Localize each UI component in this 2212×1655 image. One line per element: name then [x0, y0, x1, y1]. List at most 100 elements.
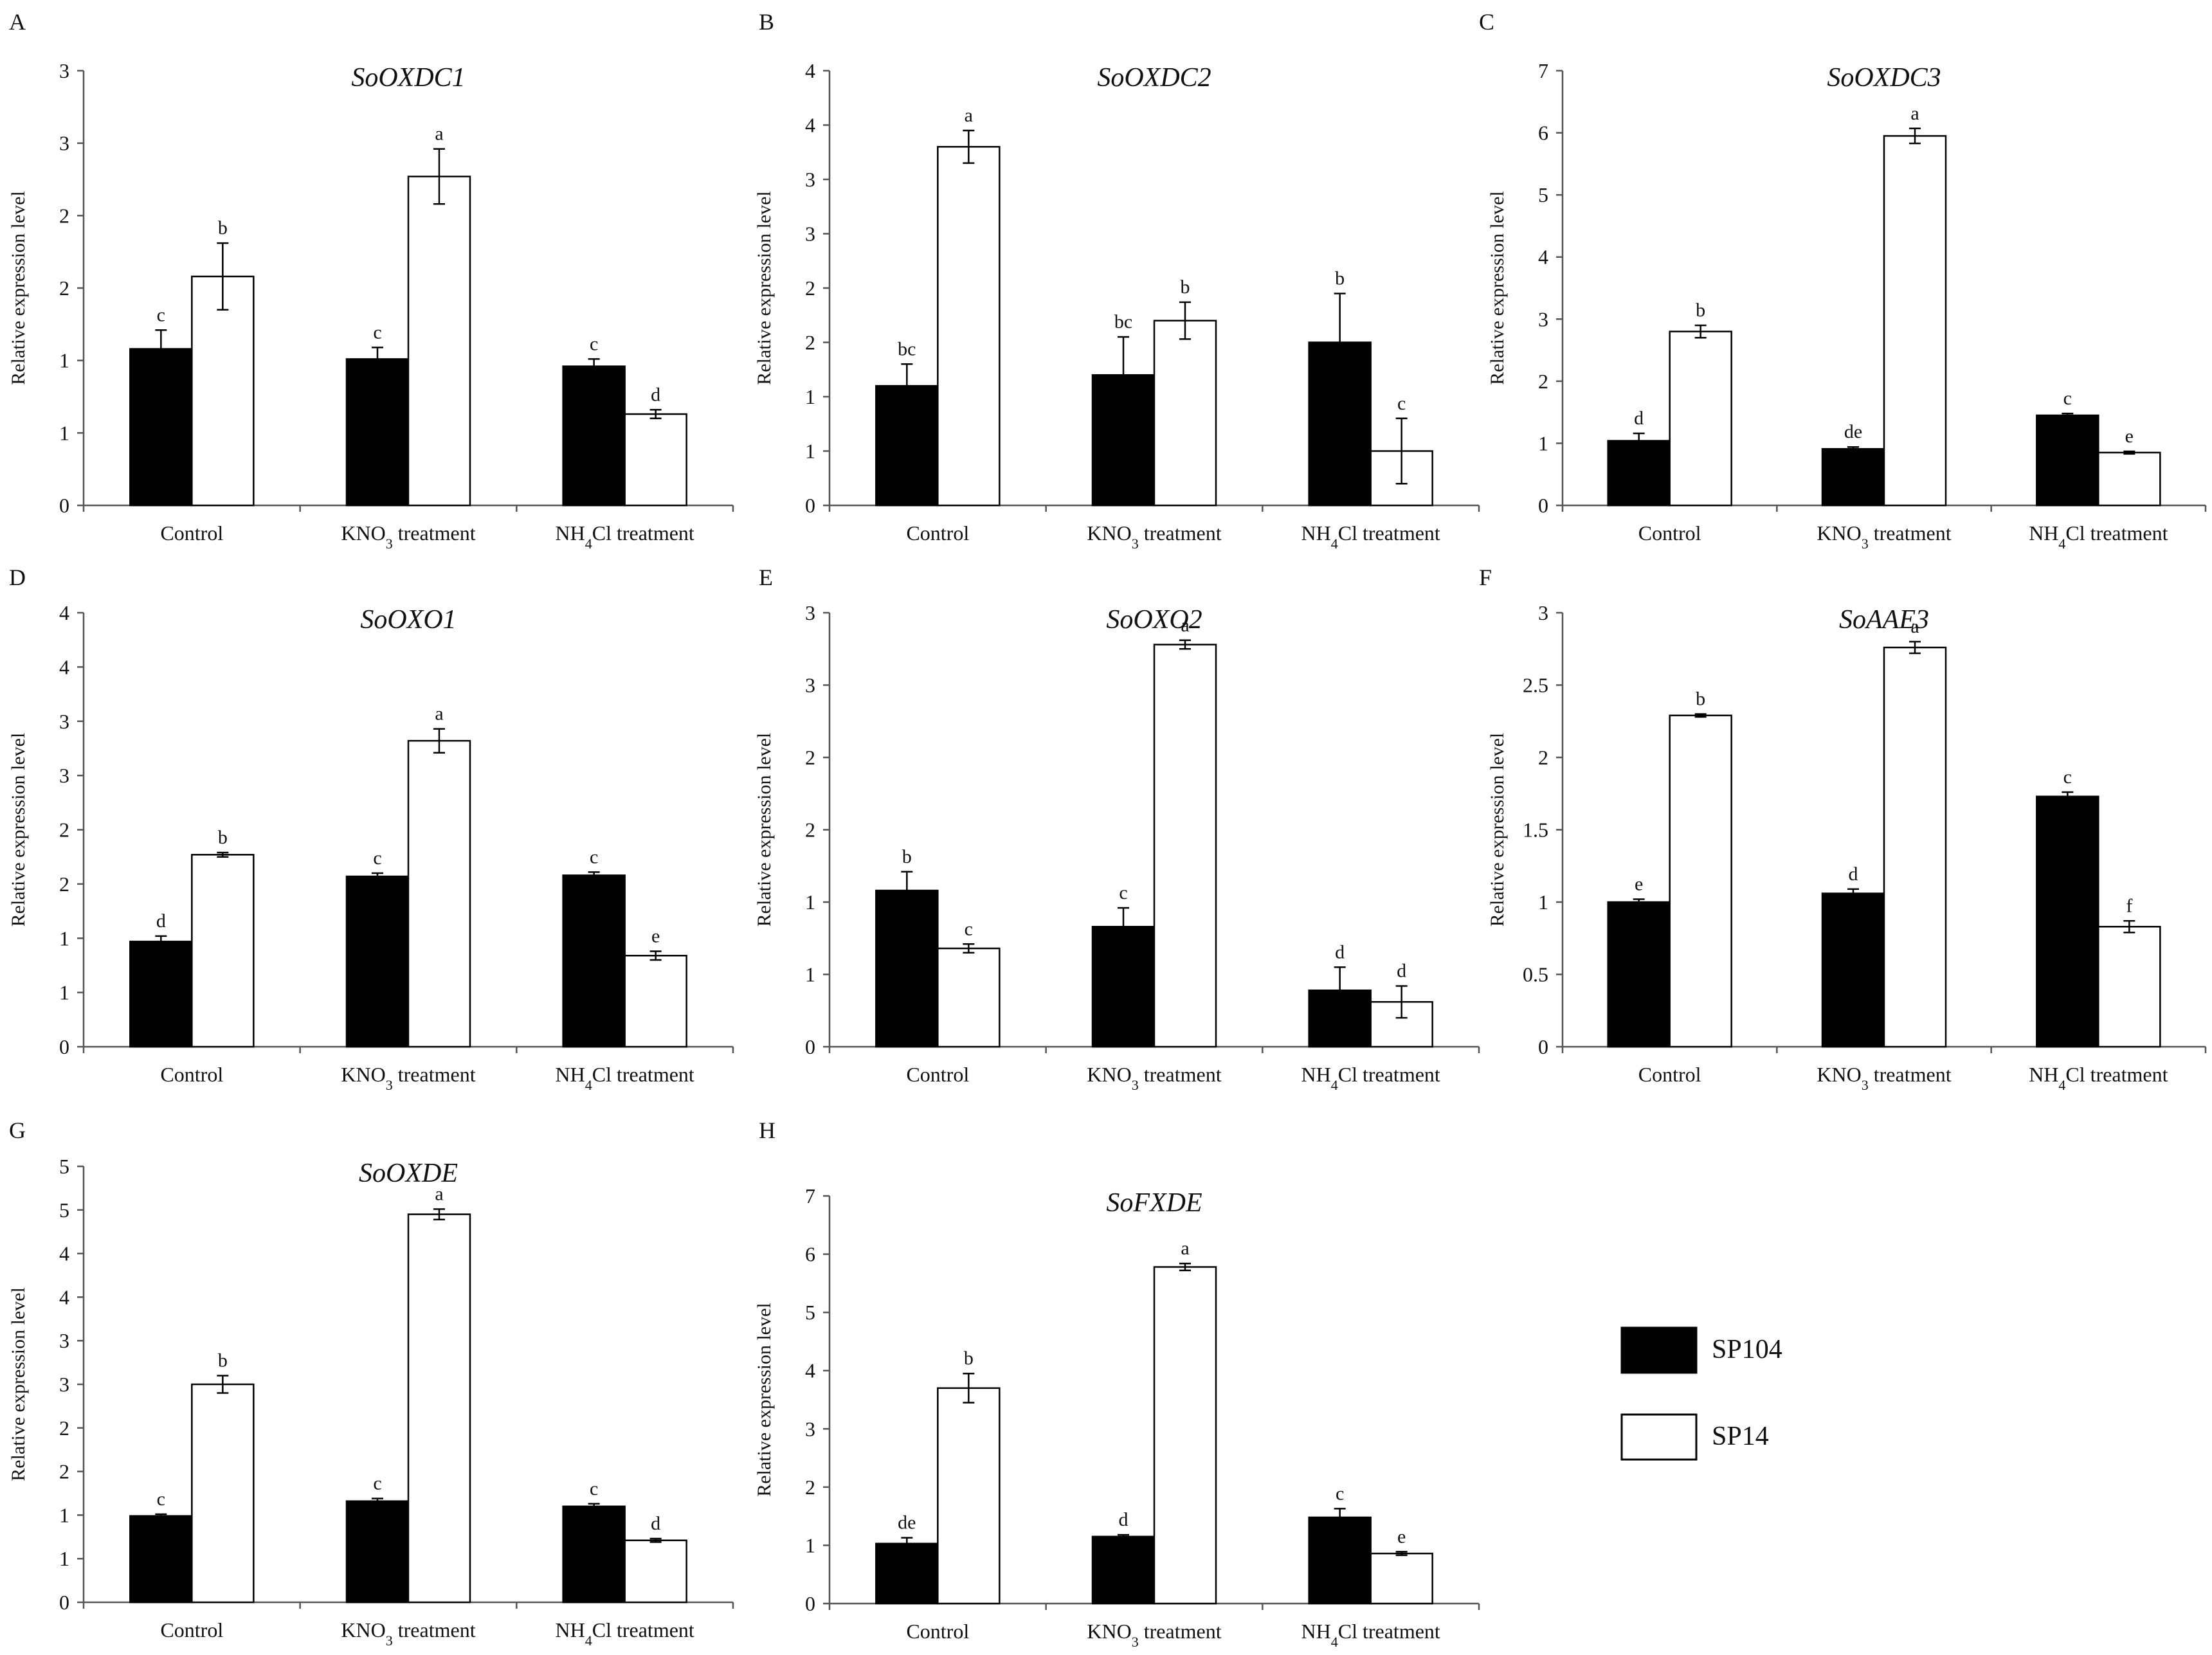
category-text: Control [160, 521, 223, 545]
significance-label: c [965, 918, 973, 939]
x-category-label: Control [1638, 1063, 1701, 1086]
legend: SP104 SP14 [1620, 1326, 1782, 1461]
bar-sp104 [129, 348, 193, 507]
category-text: Cl treatment [2065, 1063, 2168, 1086]
x-category-label: Control [1638, 521, 1701, 545]
panel-d: D SoOXO1 Relative expression level 0 1 1 2 2 3 3 4… [8, 565, 734, 1093]
bar-sp104 [562, 365, 626, 507]
bar-sp14 [624, 413, 687, 507]
category-text: NH [1301, 1063, 1331, 1086]
category-text: Cl treatment [592, 1618, 694, 1641]
y-tick-label: 4 [59, 655, 69, 678]
significance-label: b [1696, 689, 1705, 710]
y-tick-label: 5 [59, 1155, 69, 1178]
subscript: 3 [386, 1077, 393, 1093]
category-text: Control [160, 1618, 223, 1641]
y-tick-label: 1 [805, 385, 815, 408]
category-text: KNO [1087, 1063, 1131, 1086]
category-text: Cl treatment [592, 521, 694, 545]
bar-sp14 [2098, 926, 2161, 1048]
x-category-label: NH4Cl treatment [556, 1063, 694, 1093]
y-tick-label: 1 [59, 927, 69, 950]
x-category-label: KNO3 treatment [1817, 1063, 1951, 1093]
bar-sp14 [624, 1539, 687, 1604]
significance-label: c [373, 847, 381, 869]
category-text: NH [556, 1063, 585, 1086]
y-tick-label: 3 [59, 59, 69, 82]
significance-label: de [1844, 421, 1862, 442]
category-text: KNO [1817, 521, 1861, 545]
panel-b: B SoOXDC2 Relative expression level 0 1 1 2 2 3 3… [754, 9, 1480, 552]
x-category-label: Control [160, 1618, 223, 1641]
panel-f: F SoAAE3 Relative expression level 0 0.5 1 1.5… [1479, 565, 2207, 1093]
category-text: treatment [1139, 1620, 1222, 1643]
subscript: 4 [585, 1632, 592, 1649]
category-text: Control [1638, 521, 1701, 545]
y-tick-label: 6 [1538, 122, 1548, 145]
y-tick-label: 3 [805, 1417, 815, 1440]
significance-label: e [2125, 426, 2134, 447]
significance-label: c [157, 1488, 165, 1510]
x-category-label: NH4Cl treatment [2029, 1063, 2168, 1093]
category-text: KNO [341, 1618, 385, 1641]
bar-sp104 [562, 874, 626, 1048]
legend-label-sp14: SP14 [1712, 1422, 1769, 1451]
bar-sp14 [407, 176, 471, 507]
bar-sp104 [875, 1542, 939, 1605]
subscript: 4 [1331, 536, 1338, 552]
y-tick-label: 1 [59, 1547, 69, 1570]
bar-sp104 [2036, 414, 2099, 507]
bar-sp104 [2036, 795, 2099, 1048]
category-text: NH [2029, 1063, 2058, 1086]
x-category-label: KNO3 treatment [341, 1618, 475, 1649]
y-tick-label: 0 [59, 494, 69, 517]
bar-sp14 [407, 1213, 471, 1604]
significance-label: a [435, 123, 443, 145]
panel-label: A [9, 9, 26, 35]
significance-label: f [2126, 895, 2132, 916]
y-tick-label: 1 [59, 421, 69, 444]
category-text: NH [1301, 521, 1331, 545]
x-category-label: KNO3 treatment [1817, 521, 1951, 552]
significance-label: a [435, 1183, 443, 1204]
x-category-label: KNO3 treatment [341, 1063, 475, 1093]
significance-label: d [1397, 961, 1406, 982]
x-category-label: NH4Cl treatment [556, 1618, 694, 1649]
y-tick-label: 0 [59, 1035, 69, 1058]
y-tick-label: 3 [805, 222, 815, 246]
subscript: 3 [386, 536, 393, 552]
x-category-label: NH4Cl treatment [556, 521, 694, 552]
y-tick-label: 2 [59, 276, 69, 300]
bar-sp14 [1669, 714, 1732, 1048]
significance-label: b [1696, 300, 1705, 321]
panel-title: SoOXDC1 [351, 63, 465, 93]
subscript: 4 [585, 536, 592, 552]
subscript: 4 [2058, 536, 2065, 552]
y-tick-label: 1 [805, 891, 815, 914]
y-tick-label: 4 [59, 1242, 69, 1265]
significance-label: d [1849, 864, 1858, 885]
y-tick-label: 3 [1538, 601, 1548, 624]
category-text: Cl treatment [2065, 521, 2168, 545]
bar-sp104 [129, 1515, 193, 1604]
x-category-label: Control [906, 1063, 969, 1086]
category-text: NH [556, 521, 585, 545]
bar-sp104 [129, 941, 193, 1048]
subscript: 4 [585, 1077, 592, 1093]
y-tick-label: 3 [805, 601, 815, 624]
bar-sp14 [191, 1383, 255, 1604]
y-tick-label: 1 [805, 1533, 815, 1557]
significance-label: d [156, 910, 166, 932]
panel-g: G SoOXDE Relative expression level 0 1 1 2 2 3 3 4… [8, 1117, 734, 1649]
y-tick-label: 2 [1538, 746, 1548, 769]
significance-label: c [2063, 766, 2072, 788]
y-axis-label: Relative expression level [754, 1303, 775, 1497]
category-text: Cl treatment [1338, 1620, 1440, 1643]
significance-label: b [902, 846, 912, 867]
bar-sp14 [1370, 1552, 1433, 1605]
y-tick-label: 2 [805, 276, 815, 300]
significance-label: c [590, 1478, 598, 1499]
panel-label: H [759, 1117, 775, 1143]
y-tick-label: 5 [1538, 183, 1548, 206]
